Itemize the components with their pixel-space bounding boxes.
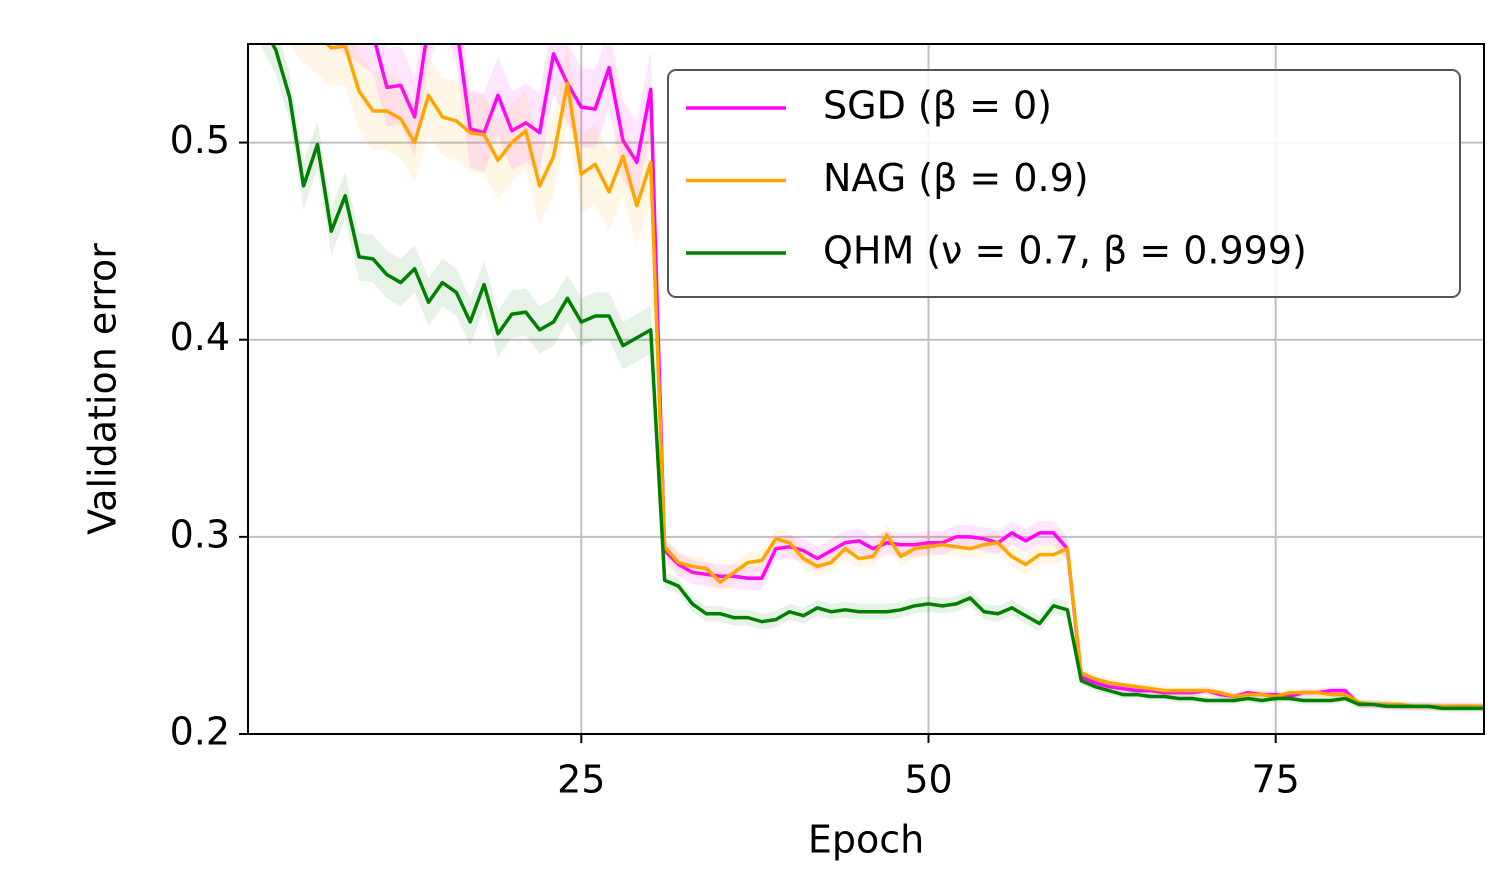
legend-label: SGD (β = 0) — [823, 84, 1052, 128]
x-tick-label: 25 — [557, 758, 605, 802]
legend-label: NAG (β = 0.9) — [823, 156, 1089, 200]
legend: SGD (β = 0) NAG (β = 0.9) QHM (ν = 0.7, β … — [667, 69, 1461, 298]
y-tick-label: 0.4 — [170, 315, 230, 359]
y-tick-label: 0.5 — [170, 118, 230, 162]
legend-label: QHM (ν = 0.7, β = 0.999) — [823, 229, 1307, 273]
error-band — [289, 44, 1484, 711]
x-axis-label: Epoch — [808, 818, 924, 862]
ticks: 25 50 75 0.2 0.3 0.4 0.5 — [170, 118, 1300, 801]
plot-area — [260, 44, 1484, 713]
y-tick-label: 0.3 — [170, 512, 230, 556]
x-tick-label: 50 — [904, 758, 952, 802]
axes-frame — [247, 43, 1485, 735]
y-tick-label: 0.2 — [170, 710, 230, 754]
series-line — [270, 44, 1484, 711]
series-line — [324, 44, 1484, 709]
y-axis-label: Validation error — [81, 243, 125, 535]
x-tick-label: 75 — [1252, 758, 1300, 802]
legend-box — [667, 69, 1461, 298]
